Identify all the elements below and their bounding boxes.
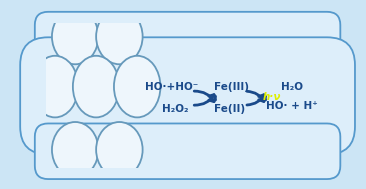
Ellipse shape — [96, 9, 143, 64]
FancyBboxPatch shape — [35, 12, 340, 67]
Ellipse shape — [52, 9, 98, 64]
FancyBboxPatch shape — [20, 37, 355, 154]
Ellipse shape — [32, 56, 78, 117]
Text: Fe(II): Fe(II) — [214, 104, 245, 114]
Ellipse shape — [52, 122, 98, 177]
Text: HO· + H⁺: HO· + H⁺ — [266, 101, 318, 111]
Text: H₂O₂: H₂O₂ — [162, 104, 188, 114]
Text: H₂O: H₂O — [281, 82, 303, 92]
Text: HO·+HO⁻: HO·+HO⁻ — [145, 82, 199, 92]
Text: h·ν: h·ν — [263, 92, 281, 102]
Text: Fe(III): Fe(III) — [214, 82, 249, 92]
FancyBboxPatch shape — [35, 123, 340, 179]
Ellipse shape — [114, 56, 160, 117]
Ellipse shape — [73, 56, 119, 117]
Ellipse shape — [96, 122, 143, 177]
